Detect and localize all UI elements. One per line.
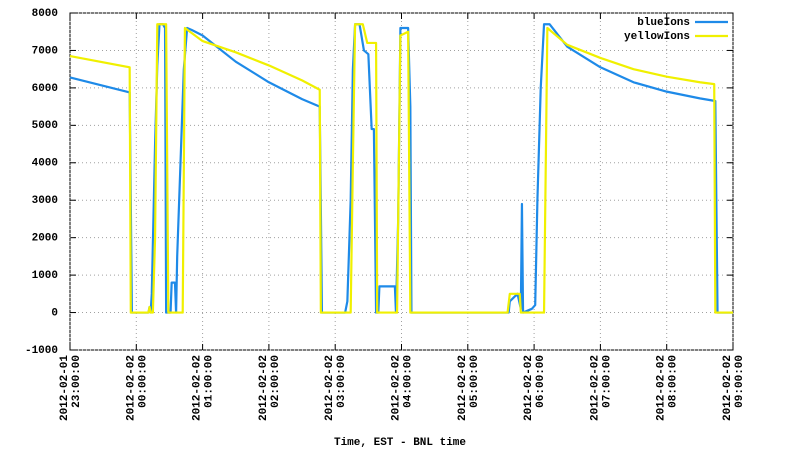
x-tick-label: 2012-02-0200:00:00 — [125, 355, 149, 421]
y-tick-label: 1000 — [32, 270, 58, 282]
x-tick-label: 2012-02-0208:00:00 — [656, 355, 680, 421]
y-tick-label: 6000 — [32, 83, 58, 95]
x-tick-label: 2012-02-0202:00:00 — [258, 355, 282, 421]
x-axis-label: Time, EST - BNL time — [334, 437, 466, 449]
y-tick-label: 7000 — [32, 45, 58, 57]
y-tick-label: 3000 — [32, 195, 58, 207]
x-tick-label: 2012-02-0209:00:00 — [722, 355, 746, 421]
x-tick-label: 2012-02-0207:00:00 — [589, 355, 613, 421]
series-line — [69, 23, 733, 314]
x-tick-label: 2012-02-0204:00:00 — [390, 355, 414, 421]
y-tick-label: -1000 — [25, 345, 58, 357]
x-tick-label: 2012-02-0201:00:00 — [192, 355, 216, 421]
y-tick-label: 4000 — [32, 158, 58, 170]
y-tick-label: 5000 — [32, 120, 58, 132]
x-tick-label: 2012-02-0123:00:00 — [59, 355, 83, 421]
y-tick-label: 0 — [51, 307, 58, 319]
y-tick-label: 8000 — [32, 8, 58, 20]
x-tick-label: 2012-02-0206:00:00 — [523, 355, 547, 421]
legend-label: blueIons — [637, 17, 690, 29]
x-tick-label: 2012-02-0203:00:00 — [324, 355, 348, 421]
x-tick-label: 2012-02-0205:00:00 — [457, 355, 481, 421]
y-tick-label: 2000 — [32, 233, 58, 245]
legend-label: yellowIons — [624, 31, 690, 43]
